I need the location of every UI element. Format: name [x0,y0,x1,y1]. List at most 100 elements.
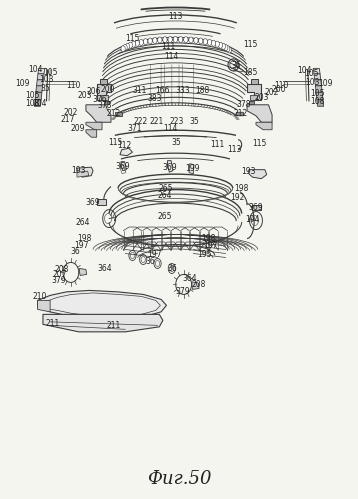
Text: 369: 369 [116,162,130,171]
Polygon shape [314,74,321,80]
Polygon shape [86,122,102,130]
Text: 203: 203 [78,91,92,100]
Circle shape [199,38,203,44]
Text: 378: 378 [98,101,112,110]
Circle shape [189,37,193,43]
Text: 115: 115 [243,40,258,49]
Text: 222: 222 [133,117,147,126]
Circle shape [168,36,172,42]
Polygon shape [37,74,44,80]
Circle shape [194,37,198,43]
Polygon shape [247,84,261,100]
Text: 109: 109 [319,79,333,88]
Text: 166: 166 [156,86,170,95]
Text: 210: 210 [33,292,47,301]
Circle shape [215,41,219,47]
Text: 211: 211 [46,319,60,328]
Polygon shape [256,122,272,130]
Circle shape [131,41,136,47]
Text: 200: 200 [272,85,286,94]
Text: 35: 35 [40,84,50,93]
Polygon shape [97,84,111,100]
Circle shape [144,38,148,44]
Text: 105: 105 [304,69,319,78]
Polygon shape [251,79,258,84]
Text: 369: 369 [249,203,263,212]
Text: 111: 111 [161,42,175,51]
Polygon shape [316,92,323,100]
Text: 104: 104 [32,99,47,108]
Text: 192: 192 [230,193,244,202]
Text: 198: 198 [234,184,248,193]
Text: 193: 193 [242,167,256,176]
Circle shape [139,39,144,45]
Text: 364: 364 [183,274,197,283]
Text: 108: 108 [25,99,39,108]
Text: 383: 383 [148,94,162,103]
Polygon shape [101,95,108,100]
Text: 195: 195 [197,250,211,259]
Text: 198: 198 [78,234,92,243]
Text: 364: 364 [98,264,112,273]
Text: 378: 378 [236,100,251,109]
Text: 35: 35 [171,138,181,147]
Circle shape [123,44,127,50]
Circle shape [163,37,167,43]
Text: 208: 208 [192,280,206,289]
Text: 36: 36 [167,264,177,273]
Text: 188: 188 [195,86,209,95]
Polygon shape [35,92,42,100]
Text: 105: 105 [26,91,40,100]
Circle shape [125,43,130,49]
Circle shape [184,37,188,43]
Text: 200: 200 [100,85,115,94]
Polygon shape [86,130,97,137]
Text: 110: 110 [66,81,81,90]
Circle shape [128,42,132,48]
Polygon shape [121,162,126,171]
Circle shape [227,47,231,53]
Text: 197: 197 [74,241,89,250]
Polygon shape [100,79,107,84]
Text: 207: 207 [53,270,67,279]
Text: 198: 198 [202,234,216,243]
Polygon shape [34,100,41,106]
Polygon shape [315,86,322,92]
Circle shape [212,40,216,46]
Text: 111: 111 [210,140,224,149]
Polygon shape [189,164,194,174]
Polygon shape [37,80,43,86]
Text: 333: 333 [175,86,190,95]
Polygon shape [38,290,166,319]
Circle shape [121,46,125,52]
Polygon shape [192,282,199,289]
Polygon shape [247,105,272,122]
Text: 193: 193 [72,166,86,175]
Circle shape [207,39,212,45]
Polygon shape [252,205,261,210]
Polygon shape [79,268,87,275]
Text: 113: 113 [227,145,242,154]
Text: 115: 115 [252,139,267,148]
Text: 110: 110 [274,81,289,90]
Text: 115: 115 [125,34,140,43]
Polygon shape [104,101,109,104]
Polygon shape [97,199,106,205]
Text: 105: 105 [43,68,57,77]
Text: 113: 113 [168,12,183,21]
Text: 109: 109 [15,79,30,88]
Text: 209: 209 [71,124,85,133]
Text: 115: 115 [108,138,122,147]
Polygon shape [236,112,243,116]
Polygon shape [313,68,320,74]
Text: 199: 199 [185,164,199,173]
Text: 36: 36 [231,61,241,70]
Text: 221: 221 [150,117,164,126]
Text: 379: 379 [51,276,66,285]
Circle shape [158,37,162,43]
Text: 369: 369 [163,163,177,172]
Circle shape [226,46,230,52]
Text: 114: 114 [163,124,177,133]
Text: 36: 36 [70,247,80,256]
Text: 197: 197 [147,250,162,259]
